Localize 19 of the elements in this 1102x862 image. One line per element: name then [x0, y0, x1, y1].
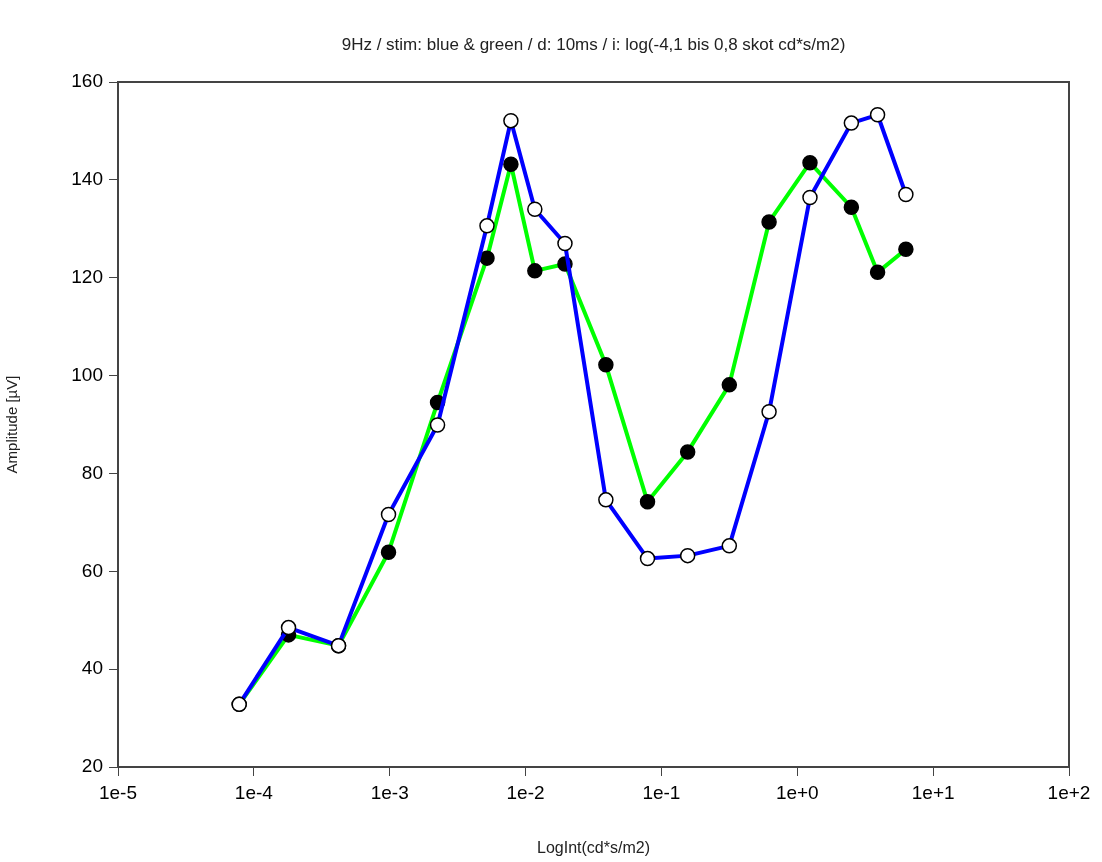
y-axis-title: Amplitude [µV] — [3, 375, 21, 474]
y-tick-label: 80 — [81, 461, 103, 483]
x-tick-label: 1e-4 — [234, 781, 274, 803]
y-tick-label: 120 — [71, 265, 103, 287]
x-axis-title: LogInt(cd*s/m2) — [537, 838, 650, 856]
x-tick-label: 1e+2 — [1047, 781, 1091, 803]
y-tick-label: 140 — [71, 168, 103, 190]
x-tick-label: 1e+0 — [775, 781, 819, 803]
y-tick-label: 40 — [81, 657, 103, 679]
y-tick-label: 20 — [81, 755, 103, 777]
x-tick-label: 1e+1 — [911, 781, 955, 803]
x-tick-label: 1e-5 — [98, 781, 138, 803]
chart-title: 9Hz / stim: blue & green / d: 10ms / i: log(-4,1 bis 0,8 skot cd*s/m2) — [341, 34, 846, 54]
y-tick-label: 60 — [81, 559, 103, 581]
y-tick-label: 100 — [71, 363, 103, 385]
x-tick-label: 1e-3 — [370, 781, 409, 803]
x-tick-label: 1e-2 — [506, 781, 545, 803]
x-tick-label: 1e-1 — [642, 781, 681, 803]
y-tick-label: 160 — [71, 70, 103, 92]
